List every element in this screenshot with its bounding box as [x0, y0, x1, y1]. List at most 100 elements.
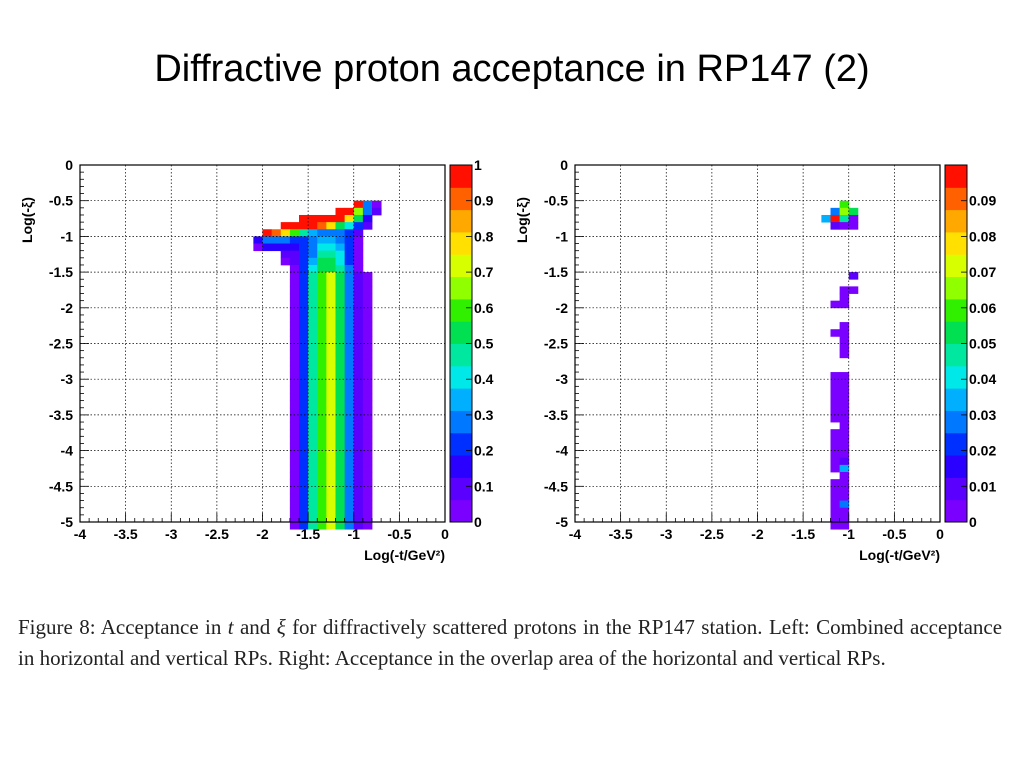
heatmap-cell: [299, 264, 309, 273]
heatmap-cell: [271, 229, 282, 237]
y-tick-label: -2.5: [544, 336, 568, 352]
heatmap-cell: [830, 464, 841, 473]
heatmap-cell: [317, 236, 327, 244]
heatmap-cell: [335, 229, 346, 237]
heatmap-cell: [299, 386, 309, 394]
heatmap-cell: [317, 479, 327, 487]
heatmap-cell: [344, 322, 355, 330]
heatmap-cell: [353, 479, 364, 487]
heatmap-cell: [326, 436, 336, 444]
heatmap-cell: [289, 229, 300, 237]
heatmap-cell: [839, 429, 850, 437]
heatmap-cell: [299, 229, 309, 237]
x-tick-label: -3: [165, 526, 178, 542]
heatmap-cell: [299, 422, 309, 430]
x-tick-label: -1: [843, 526, 856, 542]
heatmap-cell: [317, 472, 327, 480]
heatmap-cell: [308, 493, 318, 501]
heatmap-cell: [326, 414, 336, 423]
heatmap-cell: [362, 364, 373, 373]
heatmap-cell: [308, 514, 318, 523]
heatmap-cell: [335, 293, 346, 302]
heatmap-cell: [308, 236, 318, 244]
heatmap-cell: [344, 364, 355, 373]
heatmap-cell: [353, 236, 364, 244]
heatmap-cell: [839, 350, 850, 359]
heatmap-cell: [335, 500, 346, 509]
heatmap-cell: [299, 443, 309, 451]
heatmap-cell: [821, 214, 831, 223]
heatmap-cell: [344, 436, 355, 444]
heatmap-cell: [308, 264, 318, 273]
y-tick-label: -1.5: [49, 264, 73, 280]
heatmap-cell: [299, 243, 309, 252]
heatmap-cell: [308, 450, 318, 459]
heatmap-cell: [317, 464, 327, 473]
heatmap-cell: [344, 236, 355, 244]
heatmap-cell: [353, 507, 364, 516]
heatmap-cell: [830, 493, 841, 501]
heatmap-cell: [289, 372, 300, 380]
x-tick-label: -4: [569, 526, 582, 542]
heatmap-cell: [289, 279, 300, 287]
heatmap-cell: [308, 472, 318, 480]
heatmap-cell: [289, 464, 300, 473]
colorbar-tick-label: 0.2: [474, 443, 494, 459]
heatmap-cell: [299, 364, 309, 373]
heatmap-cell: [289, 350, 300, 359]
heatmap-cell: [335, 443, 346, 451]
colorbar-tick-label: 0: [969, 514, 977, 530]
colorbar-tick-label: 0.01: [969, 478, 996, 494]
heatmap-cell: [317, 522, 327, 530]
heatmap-cell: [299, 307, 309, 316]
y-tick-label: -5: [61, 514, 74, 530]
heatmap-cell: [344, 279, 355, 287]
heatmap-cell: [353, 229, 364, 237]
y-tick-label: 0: [560, 157, 568, 173]
heatmap-cell: [344, 350, 355, 359]
colorbar-segment: [450, 410, 472, 434]
colorbar-segment: [945, 432, 967, 456]
heatmap-cell: [308, 436, 318, 444]
y-tick-label: -5: [556, 514, 569, 530]
heatmap-cell: [335, 450, 346, 459]
heatmap-cell: [326, 243, 336, 252]
heatmap-cell: [362, 414, 373, 423]
heatmap-cell: [335, 400, 346, 409]
heatmap-cell: [335, 329, 346, 337]
heatmap-cell: [299, 414, 309, 423]
heatmap-cell: [299, 450, 309, 459]
heatmap-cell: [830, 222, 841, 230]
heatmap-cell: [362, 507, 373, 516]
heatmap-cell: [335, 279, 346, 287]
heatmap-cell: [326, 329, 336, 337]
heatmap-cell: [308, 443, 318, 451]
heatmap-cell: [848, 214, 859, 223]
heatmap-cell: [326, 493, 336, 501]
heatmap-cell: [317, 514, 327, 523]
heatmap-cell: [839, 422, 850, 430]
heatmap-cell: [289, 507, 300, 516]
heatmap-cell: [317, 443, 327, 451]
heatmap-cell: [362, 464, 373, 473]
heatmap-cell: [326, 479, 336, 487]
heatmap-cell: [299, 407, 309, 416]
heatmap-cell: [353, 364, 364, 373]
heatmap-cell: [308, 214, 318, 223]
heatmap-cell: [362, 207, 373, 216]
x-tick-label: -1.5: [791, 526, 815, 542]
heatmap-cell: [326, 450, 336, 459]
heatmap-cell: [299, 372, 309, 380]
heatmap-cell: [317, 307, 327, 316]
colorbar-segment: [945, 365, 967, 389]
heatmap-cell: [299, 493, 309, 501]
caption-part1: Acceptance in: [100, 615, 222, 639]
heatmap-cell: [289, 500, 300, 509]
heatmap-cell: [353, 472, 364, 480]
heatmap-cell: [839, 457, 850, 466]
heatmap-cell: [362, 407, 373, 416]
heatmap-cell: [326, 222, 336, 230]
heatmap-cell: [344, 479, 355, 487]
heatmap-cell: [353, 343, 364, 352]
heatmap-cell: [344, 286, 355, 294]
